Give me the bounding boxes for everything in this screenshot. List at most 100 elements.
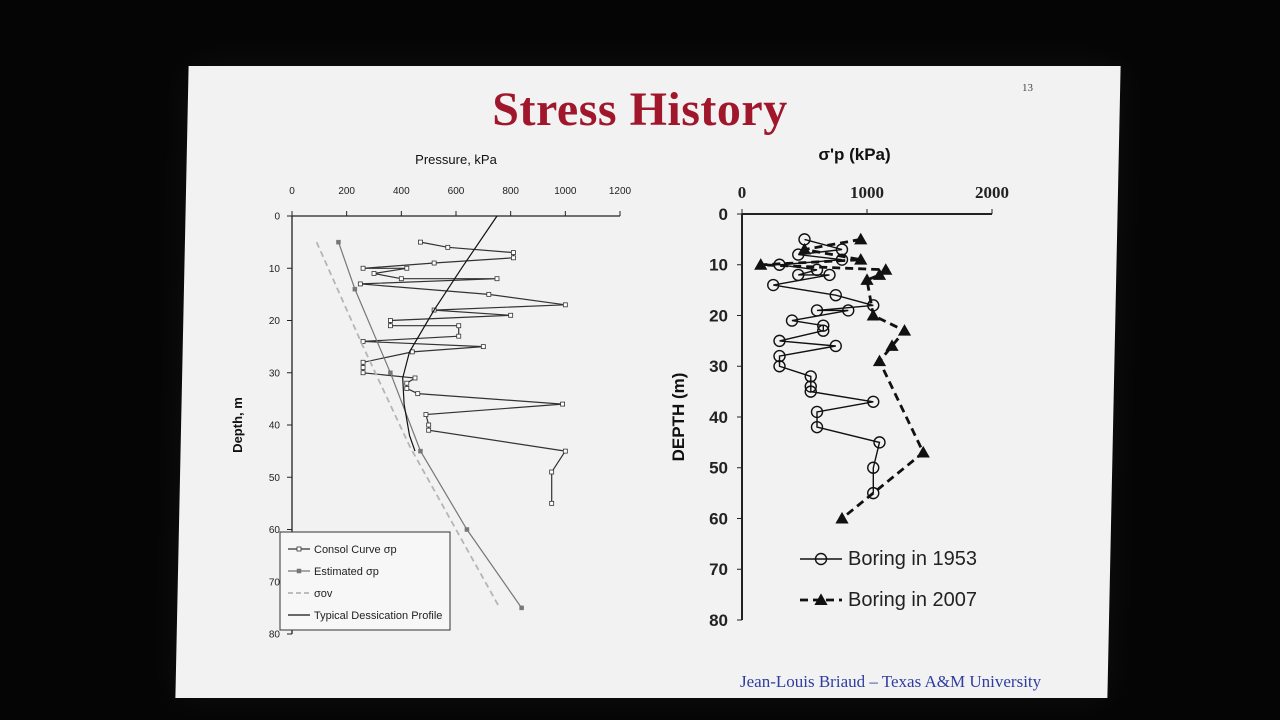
x-tick-label: 1000	[850, 183, 884, 202]
legend-entry: Boring in 1953	[848, 548, 977, 570]
data-point-marker	[464, 527, 470, 532]
data-point-marker	[804, 380, 817, 393]
data-point-marker	[773, 334, 786, 348]
x-tick-label: 1000	[554, 186, 577, 197]
data-point-marker	[792, 268, 805, 282]
x-tick-label: 0	[738, 183, 747, 202]
data-point-marker	[296, 568, 302, 574]
y-tick-label: 20	[709, 306, 728, 325]
data-point-marker	[814, 593, 828, 605]
data-point-marker	[445, 244, 451, 250]
y-tick-label: 70	[269, 577, 281, 588]
data-point-marker	[873, 436, 886, 449]
data-point-marker	[814, 552, 828, 566]
data-point-marker	[494, 276, 500, 282]
data-point-marker	[360, 359, 366, 365]
y-tick-label: 30	[709, 357, 728, 376]
data-point-marker	[387, 318, 393, 323]
data-point-marker	[817, 319, 830, 332]
x-axis-title: σ'p (kPa)	[818, 145, 890, 164]
data-point-marker	[842, 304, 855, 317]
data-point-marker	[360, 365, 366, 370]
data-point-marker	[371, 271, 377, 276]
data-point-marker	[519, 605, 524, 611]
y-tick-label: 70	[709, 560, 728, 579]
y-tick-label: 10	[269, 264, 281, 275]
data-point-marker	[560, 401, 565, 407]
data-point-marker	[480, 344, 486, 350]
data-point-marker	[360, 370, 366, 376]
y-tick-label: 0	[719, 205, 728, 224]
series-1-line	[760, 238, 926, 520]
data-point-marker	[829, 289, 842, 302]
data-point-marker	[426, 427, 432, 433]
slide-title: Stress History	[492, 83, 788, 136]
x-tick-label: 2000	[975, 183, 1009, 202]
data-point-marker	[296, 546, 302, 552]
y-tick-label: 40	[269, 421, 281, 432]
data-point-marker	[835, 253, 849, 266]
data-point-marker	[360, 265, 366, 271]
data-point-marker	[897, 324, 912, 336]
data-point-marker	[754, 258, 768, 270]
y-axis-title: Depth, m	[230, 397, 245, 453]
data-point-marker	[431, 260, 437, 266]
series-0-line	[773, 238, 881, 494]
data-point-marker	[426, 422, 432, 428]
y-tick-label: 60	[709, 509, 728, 528]
data-point-marker	[423, 412, 429, 417]
data-point-marker	[562, 448, 568, 454]
data-point-marker	[810, 263, 824, 277]
y-tick-label: 80	[269, 630, 281, 641]
legend-entry: Consol Curve σp	[314, 544, 397, 556]
data-point-marker	[792, 248, 805, 261]
data-point-marker	[418, 448, 423, 454]
x-tick-label: 0	[289, 186, 295, 197]
x-tick-label: 600	[448, 186, 465, 197]
data-point-marker	[867, 395, 880, 408]
x-tick-label: 800	[502, 186, 519, 197]
y-tick-label: 80	[709, 611, 728, 630]
slide-footer: Jean-Louis Briaud – Texas A&M University	[740, 672, 1042, 691]
data-point-marker	[508, 312, 514, 318]
data-point-marker	[388, 370, 393, 375]
data-point-marker	[885, 339, 899, 351]
data-point-marker	[418, 239, 423, 245]
y-tick-label: 10	[709, 256, 728, 275]
data-point-marker	[829, 339, 842, 353]
x-tick-label: 1200	[609, 186, 632, 197]
slide-number: 13	[1022, 82, 1033, 94]
data-point-marker	[456, 333, 462, 339]
data-point-marker	[357, 281, 363, 287]
data-point-marker	[336, 239, 341, 245]
legend-entry: Boring in 2007	[848, 589, 977, 611]
data-point-marker	[835, 511, 849, 524]
data-point-marker	[854, 253, 868, 265]
data-point-marker	[860, 273, 874, 285]
data-point-marker	[866, 308, 880, 321]
data-point-marker	[823, 268, 836, 282]
legend-entry: Typical Dessication Profile	[314, 610, 442, 622]
legend-entry: σov	[314, 588, 333, 600]
y-tick-label: 0	[274, 212, 280, 223]
data-point-marker	[773, 349, 786, 363]
series-0-line	[360, 241, 567, 504]
data-point-marker	[810, 405, 824, 419]
data-point-marker	[817, 324, 830, 337]
data-point-marker	[562, 302, 568, 308]
data-point-marker	[415, 391, 421, 397]
data-point-marker	[387, 323, 393, 329]
data-point-marker	[412, 375, 418, 381]
data-point-marker	[510, 250, 516, 255]
data-point-marker	[872, 268, 887, 280]
data-point-marker	[352, 286, 358, 292]
y-tick-label: 20	[269, 316, 281, 327]
data-point-marker	[854, 232, 868, 245]
data-point-marker	[804, 370, 817, 383]
data-point-marker	[456, 323, 462, 329]
series-3-line	[402, 215, 498, 452]
data-point-marker	[409, 349, 415, 355]
x-tick-label: 400	[393, 186, 410, 197]
